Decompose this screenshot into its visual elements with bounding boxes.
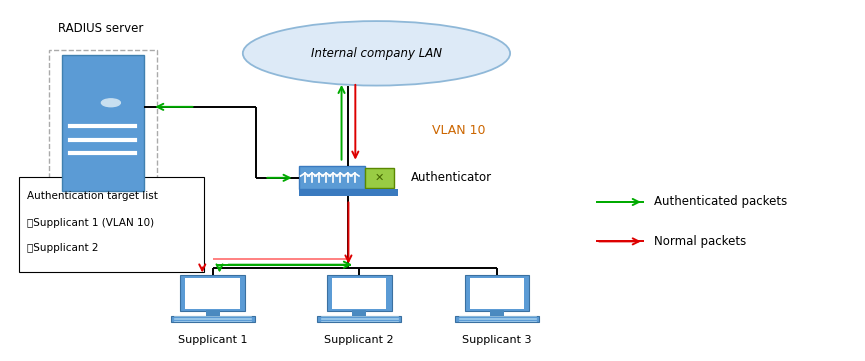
Text: ・Supplicant 1 (VLAN 10): ・Supplicant 1 (VLAN 10): [28, 218, 154, 228]
Text: ・Supplicant 2: ・Supplicant 2: [28, 243, 99, 253]
FancyBboxPatch shape: [352, 310, 366, 317]
FancyBboxPatch shape: [327, 275, 392, 311]
FancyBboxPatch shape: [465, 275, 529, 311]
FancyBboxPatch shape: [206, 310, 220, 317]
FancyBboxPatch shape: [298, 190, 398, 196]
Text: RADIUS server: RADIUS server: [58, 22, 144, 35]
Text: Authentication target list: Authentication target list: [28, 191, 158, 201]
Ellipse shape: [243, 21, 510, 86]
Text: Supplicant 3: Supplicant 3: [463, 335, 532, 344]
FancyBboxPatch shape: [298, 166, 365, 190]
FancyBboxPatch shape: [455, 316, 539, 322]
Text: Authenticator: Authenticator: [411, 171, 492, 184]
Circle shape: [101, 99, 120, 107]
Text: VLAN 10: VLAN 10: [432, 124, 486, 137]
FancyBboxPatch shape: [19, 177, 204, 272]
Text: Authenticated packets: Authenticated packets: [654, 196, 787, 209]
Text: Supplicant 1: Supplicant 1: [178, 335, 247, 344]
FancyBboxPatch shape: [185, 278, 240, 309]
FancyBboxPatch shape: [332, 278, 387, 309]
Text: ✕: ✕: [375, 173, 384, 183]
FancyBboxPatch shape: [170, 316, 254, 322]
FancyBboxPatch shape: [180, 275, 245, 311]
FancyBboxPatch shape: [470, 278, 524, 309]
Text: Supplicant 2: Supplicant 2: [324, 335, 394, 344]
Text: Normal packets: Normal packets: [654, 235, 746, 248]
FancyBboxPatch shape: [61, 55, 144, 191]
Text: Internal company LAN: Internal company LAN: [311, 47, 442, 60]
FancyBboxPatch shape: [365, 168, 394, 188]
FancyBboxPatch shape: [317, 316, 401, 322]
FancyBboxPatch shape: [490, 310, 504, 317]
